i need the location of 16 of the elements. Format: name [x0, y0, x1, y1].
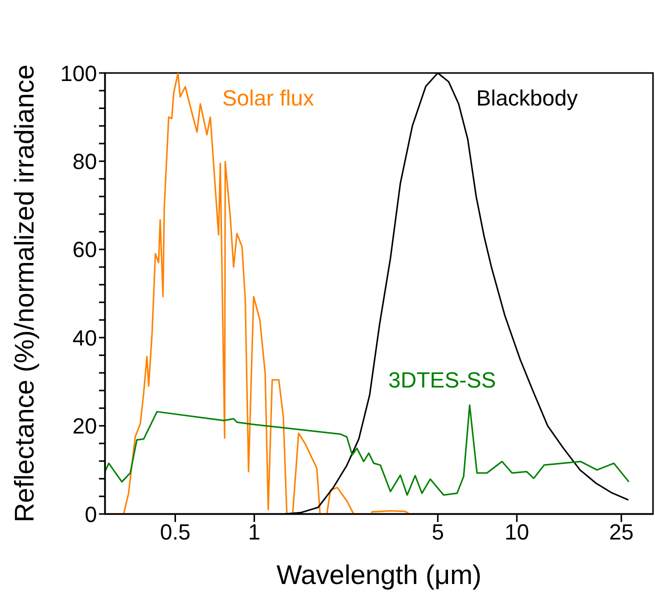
y-tick-label: 40: [72, 325, 97, 350]
x-tick-label: 5: [432, 520, 444, 545]
y-tick-label: 100: [60, 60, 97, 86]
series-label: 3DTES-SS: [388, 368, 496, 393]
x-tick-label: 1: [248, 520, 260, 545]
y-tick-label: 80: [72, 149, 97, 174]
y-tick-label: 20: [72, 414, 97, 439]
x-tick-label: 0.5: [160, 520, 191, 545]
x-tick-label: 25: [609, 520, 634, 545]
y-tick-label: 60: [72, 237, 97, 262]
x-tick-label: 10: [504, 520, 530, 545]
y-axis-title: Reflectance (%)/normalized irradiance: [10, 64, 40, 522]
series-label: Blackbody: [476, 85, 578, 110]
y-tick-label: 0: [84, 502, 97, 527]
x-axis-title: Wavelength (μm): [276, 560, 482, 590]
series-label: Solar flux: [222, 85, 314, 110]
